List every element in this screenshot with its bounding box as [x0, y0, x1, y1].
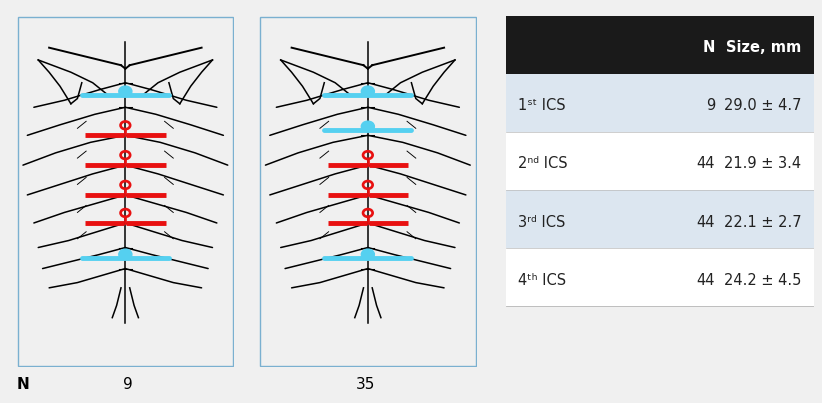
Text: 35: 35 [356, 377, 376, 393]
Circle shape [119, 86, 132, 97]
Text: 9: 9 [122, 377, 132, 393]
FancyBboxPatch shape [506, 248, 814, 306]
Text: 29.0 ± 4.7: 29.0 ± 4.7 [724, 98, 801, 113]
Text: 4ᵗʰ ICS: 4ᵗʰ ICS [518, 273, 566, 288]
FancyBboxPatch shape [506, 132, 814, 190]
FancyBboxPatch shape [506, 74, 814, 132]
Text: 9: 9 [706, 98, 715, 113]
Text: 2ⁿᵈ ICS: 2ⁿᵈ ICS [518, 156, 567, 171]
Circle shape [362, 86, 374, 97]
Text: 21.9 ± 3.4: 21.9 ± 3.4 [724, 156, 801, 171]
Circle shape [119, 249, 132, 260]
FancyBboxPatch shape [506, 190, 814, 248]
Text: 44: 44 [696, 214, 715, 230]
Text: N: N [16, 377, 30, 393]
Text: N: N [703, 40, 715, 55]
FancyBboxPatch shape [506, 16, 814, 74]
Text: 22.1 ± 2.7: 22.1 ± 2.7 [724, 214, 801, 230]
Text: Size, mm: Size, mm [726, 40, 801, 55]
Text: 3ʳᵈ ICS: 3ʳᵈ ICS [518, 214, 566, 230]
Text: 44: 44 [696, 273, 715, 288]
Text: 24.2 ± 4.5: 24.2 ± 4.5 [724, 273, 801, 288]
Text: 44: 44 [696, 156, 715, 171]
Circle shape [362, 249, 374, 260]
Circle shape [362, 121, 374, 132]
Text: 1ˢᵗ ICS: 1ˢᵗ ICS [518, 98, 566, 113]
